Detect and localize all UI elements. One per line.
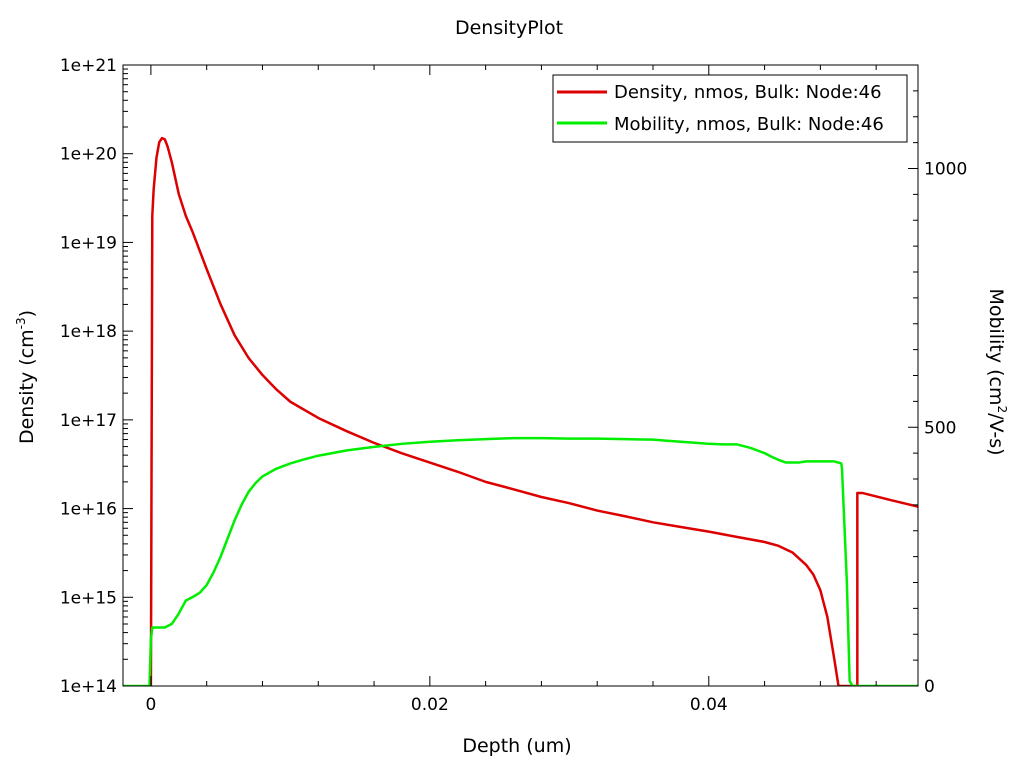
legend-label-density: Density, nmos, Bulk: Node:46 <box>614 82 882 103</box>
x-axis: 0 0.02 0.04 <box>145 65 877 715</box>
chart-title: DensityPlot <box>455 17 563 39</box>
y-right-tick-label: 1000 <box>924 160 967 180</box>
x-axis-label: Depth (um) <box>462 735 571 757</box>
y-left-tick-label: 1e+21 <box>60 56 117 76</box>
x-tick-label: 0.04 <box>690 695 728 715</box>
legend-label-mobility: Mobility, nmos, Bulk: Node:46 <box>614 114 884 135</box>
y-axis-right-label: Mobility (cm2/V-s) <box>985 288 1009 455</box>
y-axis-left-label: Density (cm-3) <box>14 310 38 444</box>
mobility-series-line <box>123 436 918 686</box>
y-left-tick-label: 1e+14 <box>60 677 117 697</box>
density-series-line <box>149 136 918 686</box>
plot-frame <box>122 64 919 687</box>
x-tick-label: 0 <box>145 695 156 715</box>
x-tick-label: 0.02 <box>411 695 449 715</box>
y-right-tick-label: 0 <box>924 677 935 697</box>
y-left-label-base: Density (cm <box>16 329 38 444</box>
y-axis-right: 0 500 1000 <box>908 64 967 697</box>
y-left-tick-label: 1e+16 <box>60 500 117 520</box>
y-left-tick-label: 1e+17 <box>60 411 117 431</box>
y-right-label-tail: /V-s) <box>985 413 1007 455</box>
y-left-tick-label: 1e+18 <box>60 322 117 342</box>
y-left-tick-label: 1e+20 <box>60 145 117 165</box>
series-group <box>123 136 918 686</box>
y-left-label-sup: -3 <box>14 317 28 329</box>
y-right-label-base: Mobility (cm <box>985 288 1007 405</box>
y-left-tick-label: 1e+15 <box>60 588 117 608</box>
y-left-tick-label: 1e+19 <box>60 233 117 253</box>
legend: Density, nmos, Bulk: Node:46 Mobility, n… <box>552 74 908 143</box>
y-axis-left: 1e+14 1e+15 1e+16 1e+17 1e+18 1e+19 1e+20 1e+21 <box>60 56 133 697</box>
y-right-tick-label: 500 <box>924 418 956 438</box>
y-left-label-tail: ) <box>16 310 38 317</box>
legend-box <box>552 74 908 143</box>
y-right-label-sup: 2 <box>995 405 1009 413</box>
